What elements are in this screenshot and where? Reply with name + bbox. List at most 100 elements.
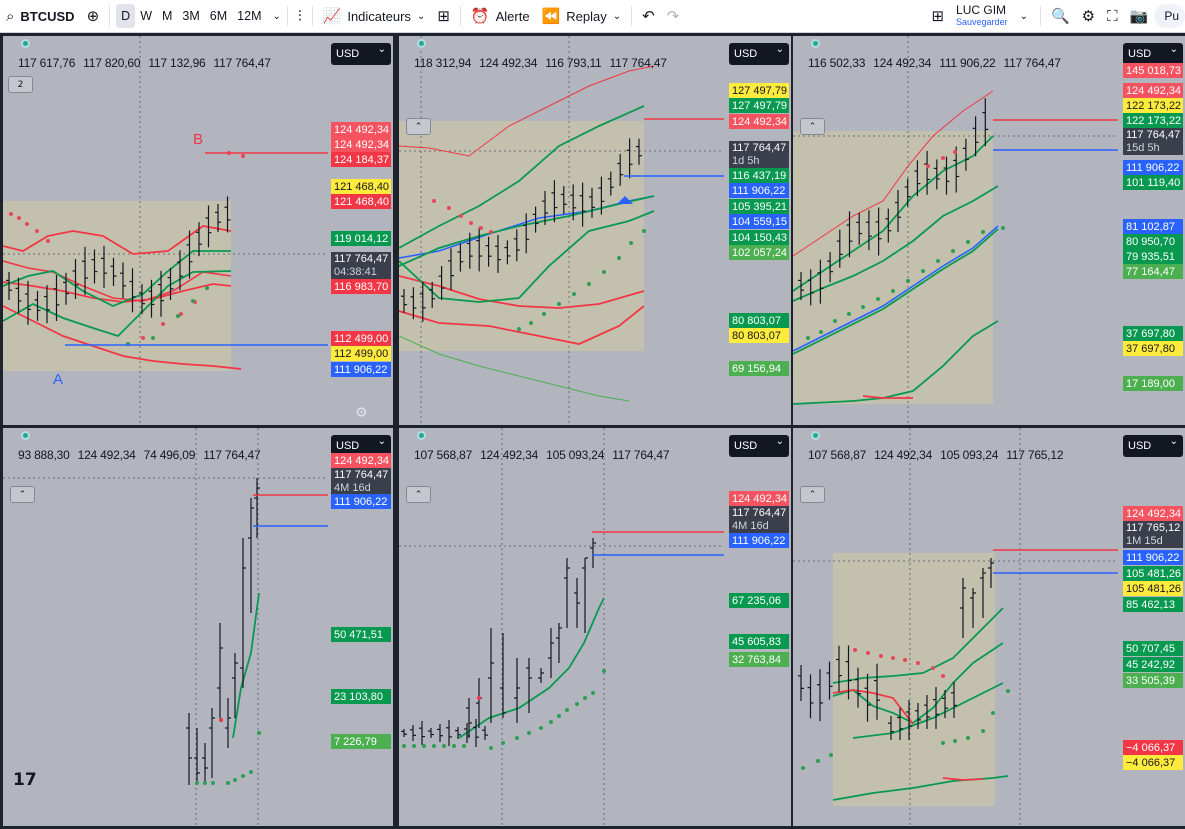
ohlc-value: 107 568,87	[414, 448, 473, 462]
price-value: 17 189,00	[1126, 377, 1175, 390]
price-axis-label: 112 499,00	[331, 331, 391, 346]
price-axis-label: 117 764,47 15d 5h	[1123, 128, 1183, 155]
timeframe-3m[interactable]: 3M	[182, 9, 200, 23]
price-value: 69 156,94	[732, 362, 781, 375]
currency-dropdown[interactable]: USD	[1123, 43, 1183, 65]
currency-dropdown[interactable]: USD	[331, 43, 391, 65]
chart-type-button[interactable]: ⫶	[292, 0, 308, 33]
chart-canvas[interactable]	[3, 36, 393, 425]
price-value: 45 605,83	[732, 635, 781, 648]
sar-dot	[557, 714, 561, 718]
redo-button[interactable]: ↷	[661, 0, 686, 33]
sar-dot	[479, 226, 483, 230]
price-value: 105 395,21	[732, 200, 788, 213]
chart-panel-6[interactable]: 107 568,87 124 492,34 105 093,24 117 765,12…	[793, 428, 1185, 826]
redo-icon: ↷	[666, 7, 680, 25]
replay-button[interactable]: ⏪ Replay ⌄	[536, 0, 628, 33]
alert-button[interactable]: ⏰ Alerte	[465, 0, 536, 33]
sar-dot	[241, 774, 245, 778]
chevron-down-icon[interactable]: ⌄	[1019, 10, 1028, 22]
chevron-down-icon[interactable]: ⌄	[272, 10, 281, 22]
chart-canvas[interactable]	[3, 428, 393, 826]
collapse-button[interactable]: ⌃	[406, 486, 431, 503]
price-value: 124 492,34	[1126, 84, 1182, 97]
countdown-value: 1M 15d	[1126, 534, 1163, 547]
publish-button[interactable]: Pu	[1154, 0, 1185, 33]
indicators-button[interactable]: 📈 Indicateurs ⌄	[317, 0, 432, 33]
quick-search-button[interactable]: 🔍	[1045, 0, 1076, 33]
symbol-search[interactable]: ⌕ BTCUSD	[0, 0, 81, 33]
undo-button[interactable]: ↶	[636, 0, 661, 33]
annotation-b[interactable]: B	[193, 131, 204, 148]
chart-panel-5[interactable]: 107 568,87 124 492,34 105 093,24 117 764,47…	[399, 428, 791, 826]
gear-icon[interactable]: ⚙	[355, 405, 368, 421]
price-axis-label: 45 605,83	[729, 634, 789, 649]
search-icon: ⌕	[6, 7, 15, 25]
price-axis-label: 105 395,21	[729, 199, 789, 214]
sar-dot	[991, 711, 995, 715]
divider	[1039, 6, 1041, 26]
chart-panel-2[interactable]: 118 312,94 124 492,34 116 793,11 117 764,47…	[399, 36, 791, 425]
ema-slow	[3, 270, 232, 338]
ema-fast	[3, 250, 231, 307]
ohlc-value: 116 502,33	[808, 56, 866, 70]
timeframe-w[interactable]: W	[140, 9, 152, 23]
chart-canvas[interactable]	[399, 428, 791, 826]
price-value: 7 226,79	[334, 735, 377, 748]
settings-button[interactable]: ⚙	[1076, 0, 1101, 33]
chart-panel-3[interactable]: 116 502,33 124 492,34 111 906,22 117 764,47…	[793, 36, 1185, 425]
price-axis-label: 117 764,47 04:38:41	[331, 252, 391, 279]
sar-dot	[226, 781, 230, 785]
price-axis-label: 105 481,26	[1123, 581, 1183, 596]
currency-dropdown[interactable]: USD	[331, 435, 391, 457]
sar-dot	[853, 648, 857, 652]
sar-dot	[879, 654, 883, 658]
bb-lower-red	[942, 777, 984, 781]
bb-upper	[3, 225, 232, 255]
collapse-button[interactable]: 2	[8, 76, 33, 93]
timeframe-6m[interactable]: 6M	[209, 9, 228, 23]
collapse-button[interactable]: ⌃	[406, 118, 431, 135]
layout-save-button[interactable]: LUC GIM Sauvegarder	[950, 0, 1014, 33]
divider	[631, 6, 633, 26]
price-value: 111 906,22	[1126, 161, 1180, 174]
timeframe-12m[interactable]: 12M	[237, 9, 262, 23]
currency-dropdown[interactable]: USD	[729, 435, 789, 457]
annotation-a[interactable]: A	[53, 371, 64, 388]
currency-dropdown[interactable]: USD	[729, 43, 789, 65]
price-axis-label: 50 471,51	[331, 627, 391, 642]
ohlc-legend: 107 568,87 124 492,34 105 093,24 117 764,47	[414, 448, 677, 462]
chart-canvas[interactable]	[793, 36, 1185, 425]
sar-dot	[203, 781, 207, 785]
chart-panel-1[interactable]: 117 617,76 117 820,60 117 132,96 117 764,47…	[3, 36, 393, 425]
price-value: 124 492,34	[334, 454, 390, 467]
ma-blue	[793, 225, 999, 352]
price-axis-label: 124 492,34	[1123, 506, 1183, 521]
price-axis-label: 67 235,06	[729, 593, 789, 608]
chart-canvas[interactable]	[399, 36, 791, 425]
compare-button[interactable]: ⊕	[81, 0, 106, 33]
bb-red	[832, 689, 914, 725]
sar-dot	[1006, 689, 1010, 693]
collapse-button[interactable]: ⌃	[800, 118, 825, 135]
collapse-button[interactable]: ⌃	[10, 486, 35, 503]
layout-grid-button[interactable]: ⊞	[925, 0, 950, 33]
collapse-button[interactable]: ⌃	[800, 486, 825, 503]
ohlc-value: 117 764,47	[612, 448, 670, 462]
ema	[399, 210, 655, 303]
layout-icon: ⊞	[931, 7, 945, 25]
timeframe-d[interactable]: D	[116, 4, 136, 28]
chart-canvas[interactable]	[793, 428, 1185, 826]
bb-outer-upper	[399, 65, 655, 157]
snapshot-button[interactable]: 📷	[1124, 0, 1155, 33]
templates-button[interactable]: ⊞	[431, 0, 456, 33]
price-axis-label: 121 468,40	[331, 194, 391, 209]
fullscreen-button[interactable]: ⛶	[1101, 0, 1124, 33]
timeframe-m[interactable]: M	[162, 9, 173, 23]
currency-dropdown[interactable]: USD	[1123, 435, 1183, 457]
symbol-status-icon	[811, 39, 820, 48]
price-axis-label: 33 505,39	[1123, 673, 1183, 688]
ohlc-value: 124 492,34	[873, 56, 932, 70]
chart-panel-4[interactable]: 93 888,30 124 492,34 74 496,09 117 764,47 US…	[3, 428, 393, 826]
price-value: 104 150,43	[732, 231, 788, 244]
